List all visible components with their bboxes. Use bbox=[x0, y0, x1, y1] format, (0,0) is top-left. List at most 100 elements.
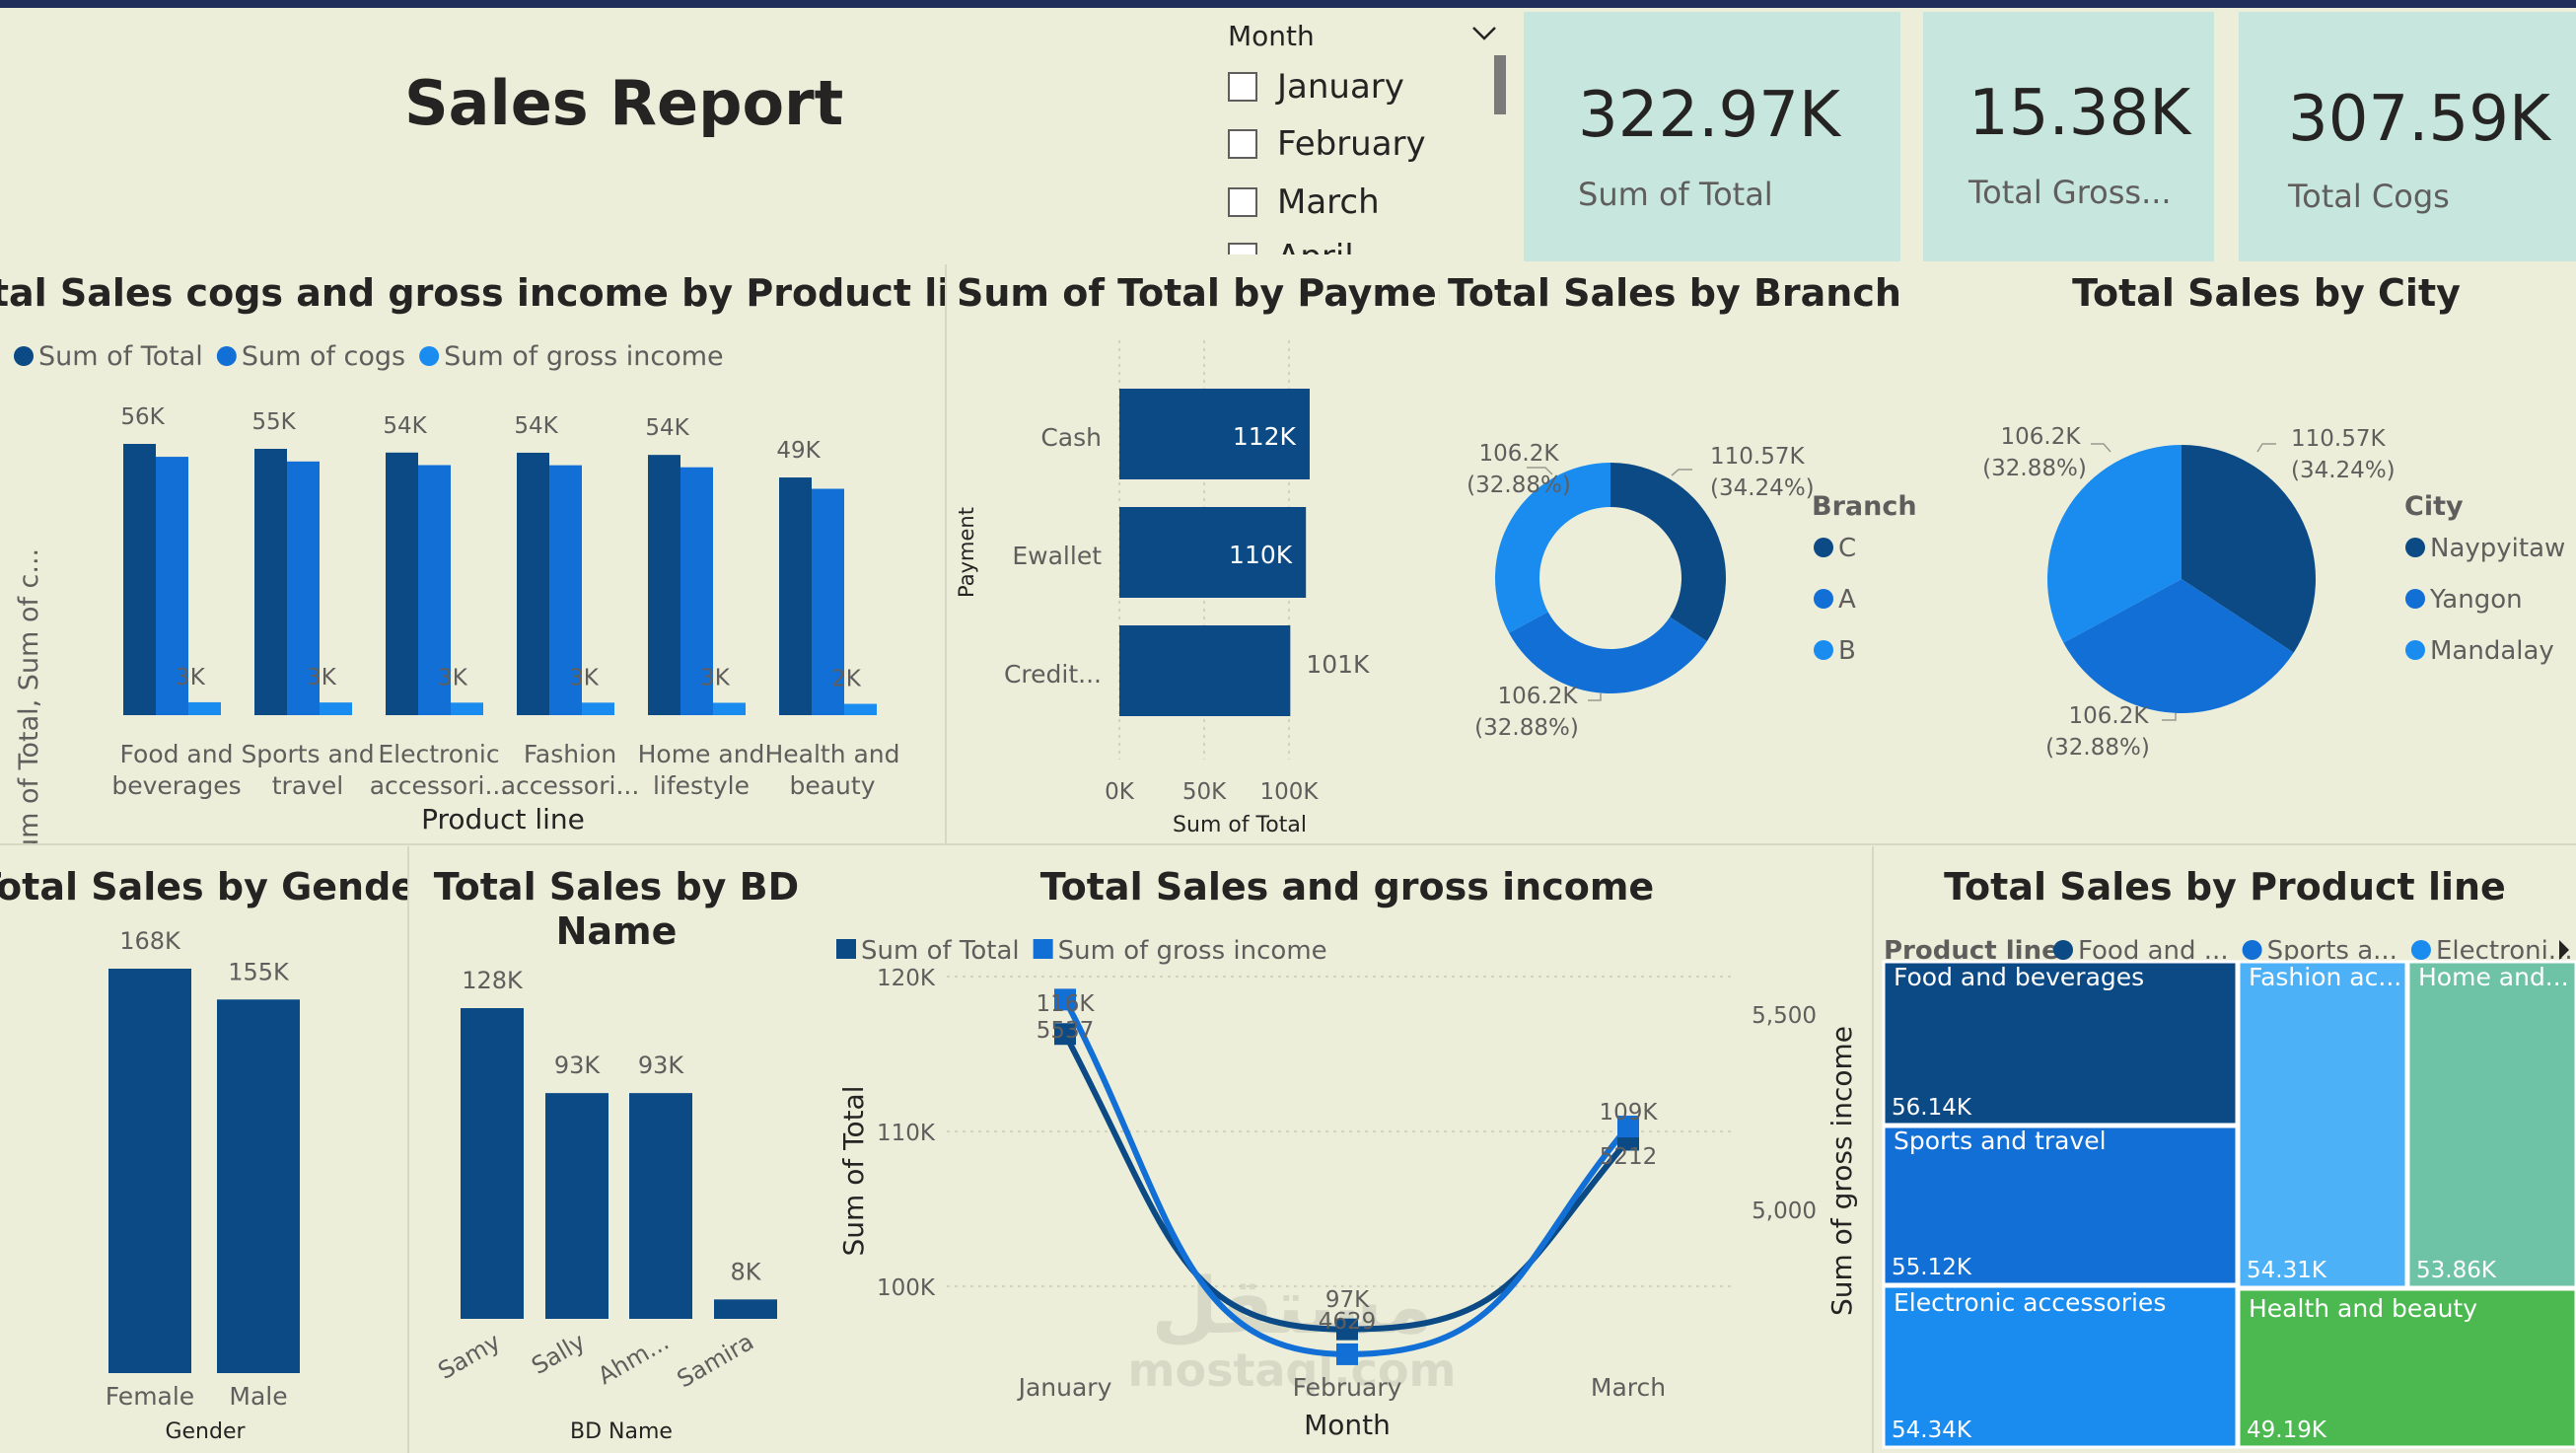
chart-title: Total Sales by Product line bbox=[1944, 865, 2506, 908]
leader-line bbox=[1588, 693, 1602, 701]
bar[interactable] bbox=[517, 452, 549, 715]
data-point[interactable] bbox=[1336, 1318, 1358, 1341]
legend-marker bbox=[2405, 538, 2425, 557]
checkbox[interactable] bbox=[1228, 243, 1257, 254]
bar[interactable] bbox=[108, 969, 191, 1373]
bar[interactable] bbox=[629, 1093, 692, 1319]
legend-marker bbox=[2405, 589, 2425, 609]
treemap-cell[interactable] bbox=[2237, 1287, 2576, 1449]
bar[interactable] bbox=[386, 452, 418, 715]
legend-label: A bbox=[1838, 585, 1856, 615]
treemap-cell[interactable] bbox=[2237, 960, 2408, 1289]
legend-label: Mandalay bbox=[2430, 636, 2554, 666]
donut-slice[interactable] bbox=[1495, 463, 1610, 633]
treemap-value: 55.12K bbox=[1892, 1255, 1972, 1280]
legend-label: C bbox=[1838, 534, 1856, 563]
chevron-right-icon[interactable] bbox=[2559, 940, 2569, 960]
bar[interactable] bbox=[1119, 625, 1291, 716]
data-label: 54K bbox=[645, 415, 689, 441]
y-tick-label: 100K bbox=[877, 1275, 936, 1301]
data-label: (32.88%) bbox=[1467, 472, 1571, 498]
bar[interactable] bbox=[844, 703, 877, 715]
data-label: 106.2K bbox=[1498, 684, 1579, 709]
bar[interactable] bbox=[287, 461, 320, 715]
bar[interactable] bbox=[123, 444, 156, 715]
checkbox[interactable] bbox=[1228, 129, 1257, 159]
chart-title: Total Sales by Branch bbox=[1448, 271, 1901, 315]
data-point[interactable] bbox=[1617, 1116, 1639, 1138]
x-tick-label: January bbox=[1017, 1373, 1112, 1402]
data-label: (32.88%) bbox=[1474, 715, 1579, 741]
city-pie-chart: Total Sales by City 110.57K (34.24%) 106.2K… bbox=[1982, 271, 2565, 761]
data-point[interactable] bbox=[1336, 1343, 1358, 1365]
y2-tick-label: 5,000 bbox=[1752, 1199, 1817, 1224]
pie-slice[interactable] bbox=[2182, 445, 2316, 653]
checkbox[interactable] bbox=[1228, 72, 1257, 102]
kpi-card-total: 322.97K Sum of Total bbox=[1524, 12, 1900, 261]
treemap-cell[interactable] bbox=[2406, 960, 2576, 1289]
slicer-item-april[interactable]: April bbox=[1228, 233, 1354, 254]
bar[interactable] bbox=[217, 999, 300, 1373]
bar[interactable] bbox=[451, 702, 483, 715]
data-point[interactable] bbox=[1054, 1023, 1076, 1046]
x-tick-label: Food and bbox=[120, 740, 234, 768]
divider bbox=[407, 846, 409, 1453]
x-axis-title: BD Name bbox=[570, 1419, 673, 1444]
bar[interactable] bbox=[779, 477, 812, 715]
chevron-down-icon[interactable] bbox=[1469, 22, 1499, 45]
x-tick-label: February bbox=[1293, 1373, 1402, 1402]
bar[interactable] bbox=[582, 702, 614, 715]
top-accent-bar bbox=[0, 0, 2576, 8]
x-tick-label: lifestyle bbox=[653, 771, 750, 800]
x-tick-label: Fashion bbox=[524, 740, 616, 768]
data-label: 3K bbox=[438, 665, 468, 690]
data-label: 155K bbox=[228, 958, 290, 985]
x-axis-title: Product line bbox=[421, 803, 585, 835]
slicer-item-february[interactable]: February bbox=[1228, 119, 1426, 169]
data-label: 5212 bbox=[1600, 1144, 1658, 1170]
x-tick-label: beverages bbox=[111, 771, 241, 800]
x-tick-label: Sally bbox=[527, 1328, 590, 1380]
bar[interactable] bbox=[156, 457, 188, 715]
x-tick-label: 50K bbox=[1182, 779, 1227, 805]
pie-slice[interactable] bbox=[2047, 445, 2182, 643]
slicer-item-label: February bbox=[1277, 124, 1426, 164]
bar[interactable] bbox=[545, 1093, 608, 1319]
treemap-label: Home and... bbox=[2418, 963, 2569, 991]
treemap-cell[interactable] bbox=[1882, 960, 2239, 1126]
bar[interactable] bbox=[714, 1299, 777, 1319]
bar[interactable] bbox=[461, 1008, 524, 1319]
treemap-cell[interactable] bbox=[1882, 1284, 2239, 1449]
watermark-latin: mostaql.com bbox=[1127, 1344, 1457, 1397]
bar[interactable] bbox=[812, 488, 844, 715]
bar[interactable] bbox=[188, 701, 221, 715]
pie-slice[interactable] bbox=[2063, 579, 2294, 713]
donut-slice[interactable] bbox=[1610, 463, 1726, 642]
bar[interactable] bbox=[418, 465, 451, 715]
donut-slice[interactable] bbox=[1509, 612, 1707, 693]
x-tick-label: accessori... bbox=[370, 771, 509, 800]
slicer-item-march[interactable]: March bbox=[1228, 178, 1380, 227]
month-line-chart: Total Sales and gross income Sum of Total… bbox=[836, 865, 1858, 1441]
slicer-item-january[interactable]: January bbox=[1228, 62, 1404, 111]
treemap-cell[interactable] bbox=[1882, 1125, 2239, 1286]
legend-marker bbox=[1033, 939, 1053, 959]
month-slicer[interactable]: Month bbox=[1203, 8, 1519, 264]
legend-label: B bbox=[1838, 636, 1856, 666]
leader-line bbox=[2162, 713, 2177, 721]
slicer-scrollbar[interactable] bbox=[1494, 55, 1506, 114]
legend-marker bbox=[216, 346, 237, 366]
data-point[interactable] bbox=[1054, 988, 1076, 1011]
bar[interactable] bbox=[680, 467, 713, 715]
bar[interactable] bbox=[549, 465, 582, 715]
y-tick-label: Credit... bbox=[1004, 660, 1102, 689]
bar[interactable] bbox=[320, 702, 352, 715]
bar[interactable] bbox=[648, 455, 680, 715]
bar[interactable] bbox=[1119, 507, 1307, 598]
bar[interactable] bbox=[254, 448, 287, 715]
kpi-label: Sum of Total bbox=[1578, 176, 1773, 213]
bar[interactable] bbox=[1119, 389, 1310, 479]
bar[interactable] bbox=[713, 702, 746, 715]
checkbox[interactable] bbox=[1228, 187, 1257, 217]
page-title: Sales Report bbox=[404, 67, 844, 139]
